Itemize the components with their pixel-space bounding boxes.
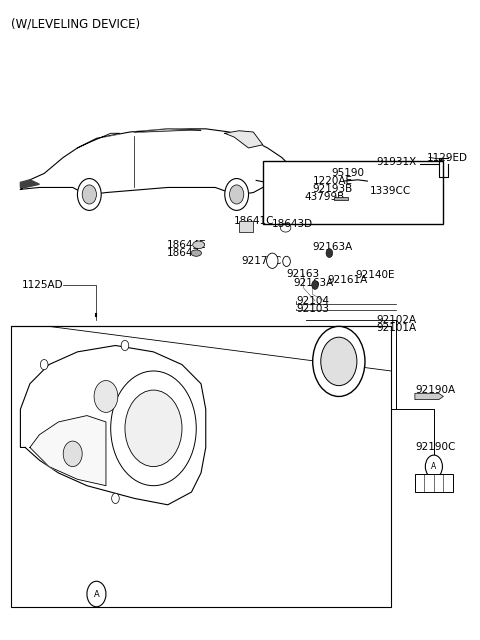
Text: 92190D: 92190D (299, 176, 339, 186)
Circle shape (111, 371, 196, 486)
Circle shape (63, 441, 82, 467)
Text: 18643D: 18643D (272, 220, 313, 229)
Text: 1125AD: 1125AD (22, 280, 63, 290)
Polygon shape (21, 180, 39, 188)
Text: 92140E: 92140E (356, 270, 395, 280)
Polygon shape (21, 346, 206, 505)
Text: A: A (431, 462, 436, 471)
Circle shape (87, 581, 106, 607)
Text: 92102A: 92102A (377, 315, 417, 325)
Circle shape (82, 185, 96, 204)
Text: 1129ED: 1129ED (427, 152, 468, 163)
Text: 91931X: 91931X (377, 157, 417, 167)
Polygon shape (77, 133, 120, 148)
Text: 18647: 18647 (167, 248, 200, 258)
Polygon shape (415, 394, 444, 399)
Text: 92190C: 92190C (415, 442, 455, 452)
Text: 92103: 92103 (296, 303, 329, 314)
Text: 1220AE: 1220AE (312, 176, 353, 186)
Circle shape (94, 381, 118, 412)
Text: 18644E: 18644E (167, 240, 206, 250)
Circle shape (112, 493, 119, 504)
Text: 92163: 92163 (287, 269, 320, 279)
FancyBboxPatch shape (263, 161, 444, 225)
Polygon shape (134, 129, 201, 132)
Polygon shape (415, 474, 453, 492)
Text: 92104: 92104 (296, 296, 329, 306)
FancyBboxPatch shape (11, 326, 391, 607)
Text: 92161A: 92161A (327, 275, 367, 285)
Text: A: A (94, 589, 99, 598)
Ellipse shape (191, 250, 202, 256)
Ellipse shape (192, 241, 204, 248)
Text: 92193B: 92193B (312, 184, 353, 195)
Circle shape (125, 390, 182, 467)
Circle shape (225, 179, 249, 211)
Circle shape (229, 185, 244, 204)
Text: 92190A: 92190A (415, 385, 455, 395)
Text: 92170C: 92170C (241, 256, 282, 266)
Text: 92163A: 92163A (294, 278, 334, 288)
Text: 1339CC: 1339CC (370, 186, 411, 196)
Circle shape (312, 280, 318, 289)
Circle shape (425, 455, 443, 478)
Polygon shape (21, 129, 296, 195)
Text: 18641C: 18641C (234, 216, 275, 226)
Polygon shape (225, 131, 263, 148)
Circle shape (77, 179, 101, 211)
FancyBboxPatch shape (239, 221, 253, 232)
Circle shape (321, 337, 357, 386)
Circle shape (283, 256, 290, 266)
Circle shape (312, 326, 365, 396)
Circle shape (121, 340, 129, 351)
Text: 43799B: 43799B (305, 192, 345, 202)
Circle shape (266, 253, 278, 268)
Text: 95190: 95190 (332, 168, 365, 179)
Circle shape (326, 248, 333, 257)
Circle shape (40, 360, 48, 370)
Text: 92101A: 92101A (377, 323, 417, 333)
Polygon shape (30, 415, 106, 486)
Polygon shape (334, 197, 348, 200)
Text: 92163A: 92163A (312, 243, 353, 252)
Text: (W/LEVELING DEVICE): (W/LEVELING DEVICE) (11, 17, 140, 30)
